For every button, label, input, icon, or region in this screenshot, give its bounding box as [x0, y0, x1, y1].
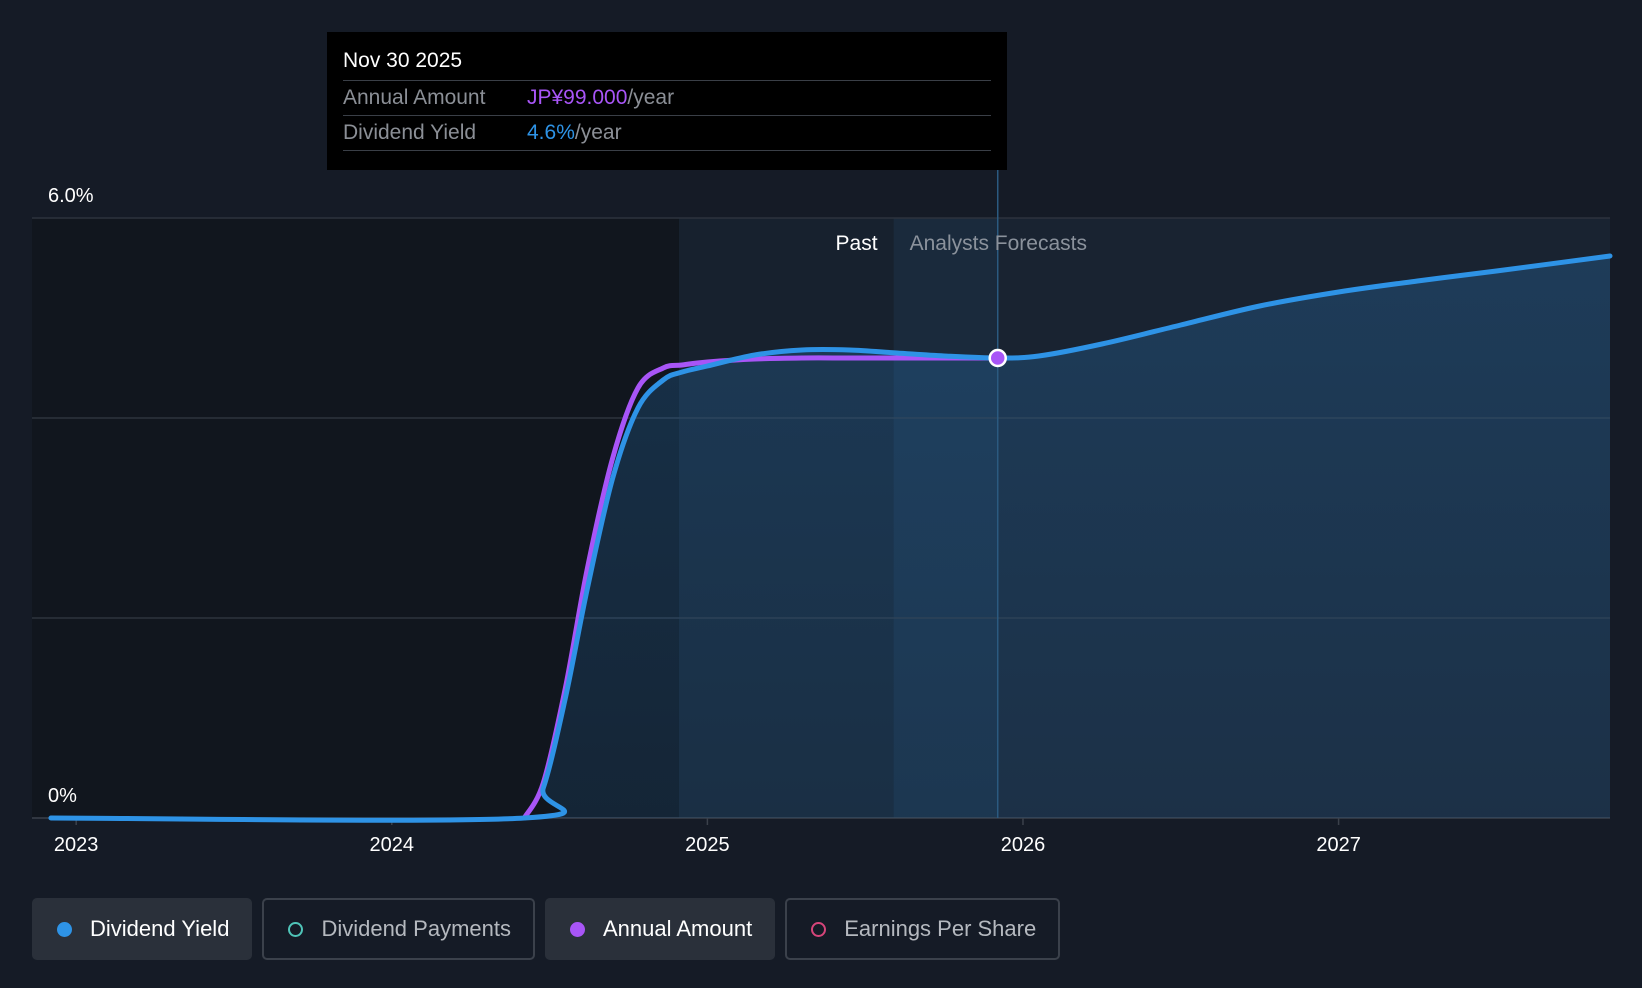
tooltip-label: Dividend Yield — [343, 121, 477, 144]
tooltip-value: JP¥99.000 — [527, 86, 628, 109]
highlight-point — [988, 348, 1007, 368]
earnings-per-share-ring-icon — [811, 921, 827, 937]
past-label: Past — [836, 232, 878, 255]
tooltip-unit: /year — [574, 121, 622, 144]
x-tick-label: 2023 — [54, 834, 99, 856]
annual-amount-dot-icon — [569, 921, 585, 937]
tooltip: Nov 30 2025 Annual Amount JP¥99.000 /yea… — [327, 32, 1007, 170]
x-tick-label: 2025 — [685, 834, 730, 856]
y-tick-label: 0% — [48, 785, 77, 807]
x-tick-label: 2026 — [1001, 834, 1046, 856]
legend-label: Dividend Yield — [90, 916, 230, 941]
legend-label: Dividend Payments — [321, 916, 511, 941]
legend-dividend-yield-button[interactable]: Dividend Yield — [32, 898, 253, 960]
x-tick-label: 2024 — [370, 834, 415, 856]
x-tick-label: 2027 — [1316, 834, 1361, 856]
dividend-payments-ring-icon — [288, 921, 304, 937]
dividend-yield-line — [48, 253, 1613, 823]
tooltip-value: 4.6% — [527, 121, 575, 144]
tooltip-row-dividend-yield: Dividend Yield 4.6% /year — [343, 116, 991, 151]
tooltip-label: Annual Amount — [343, 86, 486, 109]
legend-label: Earnings Per Share — [844, 916, 1037, 941]
tooltip-row-annual-amount: Annual Amount JP¥99.000 /year — [343, 81, 991, 116]
legend-label: Annual Amount — [602, 916, 753, 941]
legend-annual-amount-button[interactable]: Annual Amount — [544, 898, 776, 960]
y-tick-label: 6.0% — [48, 185, 94, 207]
legend-dividend-payments-button[interactable]: Dividend Payments — [262, 898, 535, 960]
dividend-yield-dot-icon — [57, 921, 72, 937]
legend-earnings-per-share-button[interactable]: Earnings Per Share — [785, 898, 1061, 960]
legend: Dividend Yield Dividend Payments Annual … — [32, 898, 1061, 960]
analysts-forecasts-label: Analysts Forecasts — [910, 232, 1087, 255]
tooltip-unit: /year — [627, 86, 675, 109]
dividend-yield-area — [50, 256, 1610, 821]
tooltip-date: Nov 30 2025 — [343, 46, 991, 81]
